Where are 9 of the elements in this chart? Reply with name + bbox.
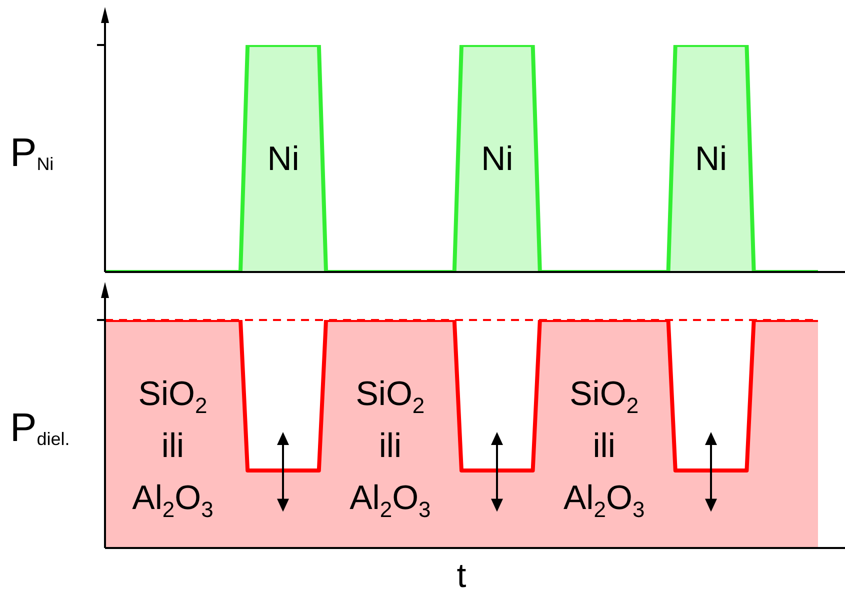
annotation: Ni — [481, 138, 514, 180]
annotation: SiO$_{2}$ ili Al$_{2}$O$_{3}$ — [132, 374, 214, 524]
annotation: SiO$_{2}$ ili Al$_{2}$O$_{3}$ — [350, 374, 431, 524]
y-axis-title: P$_{Ni}$ — [10, 130, 54, 176]
x-axis-title: t — [456, 557, 466, 594]
annotation: Ni — [694, 138, 728, 180]
y-axis-title: P$_{diel.}$ — [10, 406, 70, 451]
annotation: SiO$_{2}$ ili Al$_{2}$O$_{3}$ — [564, 374, 645, 524]
annotation: Ni — [267, 138, 300, 180]
